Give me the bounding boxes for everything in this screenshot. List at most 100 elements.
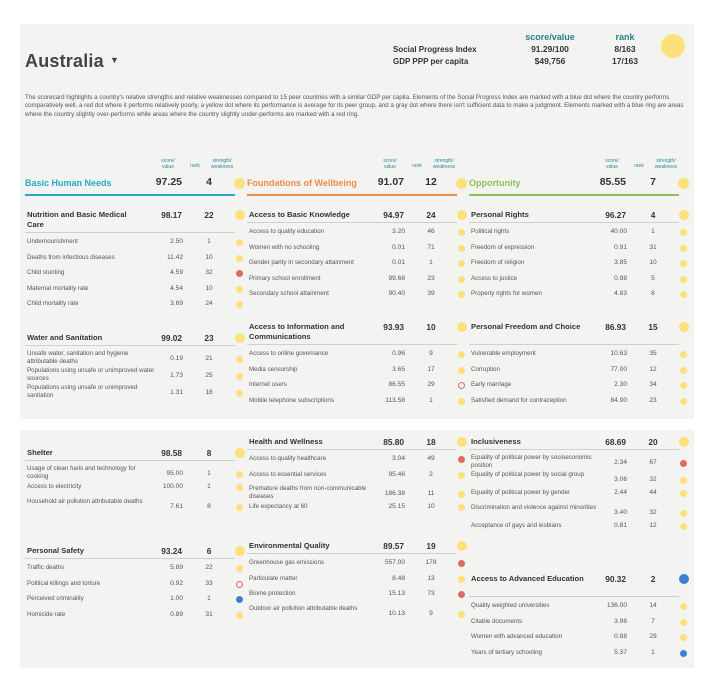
component-name: Personal Freedom and Choice (471, 322, 581, 331)
dimension-rank: 4 (206, 176, 212, 188)
component-score: 85.80 (383, 437, 404, 447)
indicator-value: 5.37 (614, 648, 627, 656)
component-strength-dot (235, 448, 245, 458)
component-score: 94.97 (383, 210, 404, 220)
indicator-rank: 23 (427, 274, 435, 282)
indicator-value: 0.92 (170, 579, 183, 587)
component-rank: 2 (650, 574, 656, 584)
indicator-strength-dot (680, 275, 687, 283)
indicator-name: Household air pollution attributable dea… (27, 497, 143, 505)
col-label-score: score/ value (605, 158, 619, 170)
component-strength-dot (457, 541, 467, 551)
indicator-rank: 32 (205, 269, 213, 276)
dimension-strength-dot (456, 178, 467, 189)
indicator-value: 2.50 (170, 238, 183, 245)
indicator-rank: 178 (425, 559, 437, 566)
component-score: 68.69 (605, 437, 626, 447)
indicator-name: Vulnerable employment (471, 350, 536, 357)
indicator-name: Citable documents (471, 617, 523, 625)
indicator-strength-dot (458, 491, 465, 498)
component-rank: 8 (206, 448, 212, 458)
indicator-rank: 32 (649, 476, 657, 483)
component-score: 98.58 (161, 448, 182, 458)
indicator-value: 0.96 (392, 350, 405, 357)
indicator-strength-dot (680, 229, 687, 236)
indicator-rank: 29 (649, 633, 657, 640)
dimension-score: 85.55 (599, 176, 626, 188)
component-name: Water and Sanitation (27, 333, 103, 342)
indicator-value: 0.88 (614, 633, 627, 640)
indicator-name: Corruption (471, 365, 500, 373)
gdp-label: GDP PPP per capita (393, 57, 469, 66)
component-strength-dot (679, 574, 689, 584)
component-score: 93.93 (383, 322, 404, 332)
indicator-strength-dot (236, 239, 243, 246)
indicator-rank: 23 (649, 396, 657, 404)
indicator-rank: 1 (207, 238, 211, 245)
component-rank: 24 (426, 210, 436, 220)
country-dropdown-caret-icon[interactable]: ▼ (110, 55, 119, 65)
component-rank: 10 (426, 322, 436, 332)
indicator-rank: 49 (427, 455, 435, 462)
component-divider (247, 449, 457, 450)
indicator-strength-dot (236, 270, 243, 277)
indicator-rank: 12 (649, 521, 657, 529)
component-rank: 23 (204, 333, 214, 343)
indicator-strength-dot (458, 229, 465, 236)
component-divider (469, 222, 679, 223)
indicator-strength-dot (680, 522, 687, 530)
indicator-name: Child mortality rate (27, 300, 79, 307)
indicator-value: 2.44 (614, 489, 627, 496)
indicator-name: Discrimination and violence against mino… (471, 503, 597, 511)
indicator-value: 5.89 (170, 564, 183, 571)
indicator-strength-dot (680, 490, 687, 497)
indicator-name: Women with advanced education (471, 633, 563, 640)
indicator-rank: 14 (649, 602, 657, 609)
indicator-rank: 35 (649, 350, 657, 357)
indicator-strength-dot (680, 260, 687, 267)
dimension-strength-dot (678, 178, 689, 189)
indicator-name: Gender parity in secondary attainment (249, 259, 354, 266)
indicator-value: 90.40 (388, 290, 405, 297)
indicator-name: Access to electricity (27, 483, 82, 490)
indicator-value: 3.96 (614, 617, 627, 625)
component-rank: 6 (206, 546, 212, 556)
indicator-value: 40.00 (610, 228, 627, 235)
indicator-strength-dot (458, 397, 465, 405)
indicator-rank: 1 (429, 396, 433, 404)
indicator-strength-dot (680, 603, 687, 610)
component-divider (469, 596, 679, 597)
indicator-strength-dot (458, 366, 465, 374)
indicator-name: Secondary school attainment (249, 290, 329, 297)
dimension-1: score/ value rank strength/ weakness Founda… (247, 134, 467, 196)
indicator-strength-dot (236, 484, 243, 491)
indicator-name: Access to justice (471, 274, 518, 282)
indicator-rank: 11 (427, 490, 435, 497)
indicator-strength-dot (458, 244, 465, 252)
indicator-strength-dot (458, 351, 465, 358)
indicator-strength-dot (680, 460, 687, 467)
indicator-name: Outdoor air pollution attributable death… (249, 604, 358, 612)
indicator-strength-dot (680, 649, 687, 657)
indicator-name: Maternal mortality rate (27, 284, 89, 292)
component-divider (25, 558, 235, 559)
indicator-value: 186.38 (384, 490, 405, 497)
indicator-name: Property rights for women (471, 290, 542, 297)
indicator-rank: 25 (205, 372, 213, 379)
indicator-rank: 34 (649, 381, 657, 388)
col-label-rank: rank (190, 163, 200, 169)
gdp-value: $49,756 (534, 56, 566, 66)
indicator-strength-dot (458, 291, 465, 298)
dimension-name: Basic Human Needs (25, 178, 112, 188)
indicator-value: 10.13 (388, 609, 405, 617)
scorecard-top-panel: Australia ▼ score/value rank Social Prog… (20, 24, 694, 419)
indicator-strength-dot (458, 382, 465, 389)
component-strength-dot (235, 333, 245, 343)
indicator-value: 3.06 (614, 476, 627, 483)
component-strength-dot (679, 322, 689, 332)
dimension-underline (25, 194, 235, 196)
indicator-rank: 2 (429, 470, 433, 478)
indicator-rank: 24 (205, 300, 213, 307)
indicator-value: 1.00 (170, 595, 183, 602)
indicator-rank: 1 (207, 483, 211, 490)
